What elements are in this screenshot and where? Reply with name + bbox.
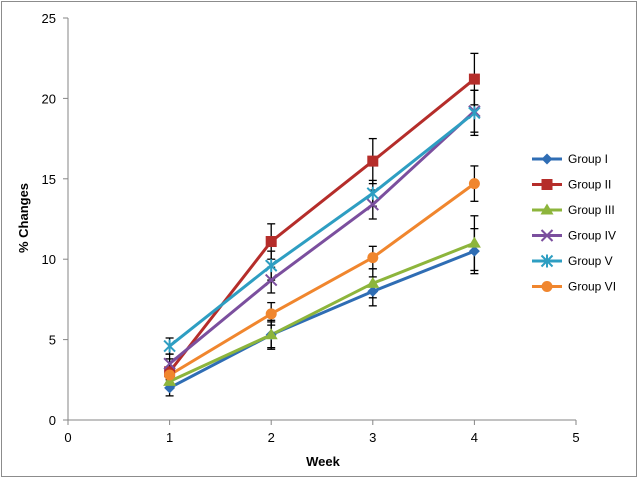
data-point xyxy=(164,369,176,381)
y-tick-label: 10 xyxy=(42,252,56,267)
legend-label: Group V xyxy=(568,254,613,268)
series-line-5 xyxy=(168,111,476,348)
series-line-6 xyxy=(168,182,476,377)
y-tick-label: 0 xyxy=(49,413,56,428)
legend: Group I Group II Group III Group IV Group V G… xyxy=(532,152,616,294)
data-point xyxy=(265,308,277,320)
data-point xyxy=(264,328,278,340)
legend-item: Group IV xyxy=(532,229,616,243)
legend-marker xyxy=(541,153,553,165)
data-point xyxy=(366,198,380,211)
legend-marker xyxy=(541,281,553,292)
legend-item: Group III xyxy=(532,203,615,217)
legend-marker xyxy=(540,229,554,242)
tick-labels: 0 5 10 15 20 25 0 1 2 3 4 5 xyxy=(42,11,580,445)
data-point xyxy=(264,259,278,273)
legend-marker xyxy=(541,179,553,190)
legend-label: Group II xyxy=(568,178,611,192)
data-point xyxy=(468,73,480,85)
x-axis-title: Week xyxy=(306,454,340,469)
series-lines xyxy=(168,77,476,390)
x-tick-label: 4 xyxy=(471,430,478,445)
data-point xyxy=(468,245,480,257)
y-tick-label: 15 xyxy=(42,172,56,187)
legend-item: Group II xyxy=(532,178,611,192)
legend-item: Group V xyxy=(532,254,613,268)
legend-label: Group I xyxy=(568,152,608,166)
y-axis-title: % Changes xyxy=(16,183,31,253)
legend-marker xyxy=(540,254,554,268)
series-line-4 xyxy=(168,110,476,365)
series-line-3 xyxy=(168,241,475,383)
y-tick-label: 20 xyxy=(42,91,56,106)
legend-label: Group III xyxy=(568,203,615,217)
data-point xyxy=(265,236,277,248)
legend-marker xyxy=(540,203,554,215)
y-tick-label: 5 xyxy=(49,333,56,348)
data-point xyxy=(367,252,379,264)
data-point xyxy=(366,186,380,200)
data-point xyxy=(367,285,379,297)
x-tick-label: 3 xyxy=(369,430,376,445)
legend-label: Group IV xyxy=(568,229,616,243)
x-tick-label: 2 xyxy=(268,430,275,445)
legend-label: Group VI xyxy=(568,280,616,294)
legend-item: Group VI xyxy=(532,280,616,294)
x-tick-label: 5 xyxy=(572,430,579,445)
data-point xyxy=(468,178,480,190)
x-tick-label: 1 xyxy=(166,430,173,445)
series-markers xyxy=(163,73,481,394)
data-point xyxy=(264,273,278,287)
data-point xyxy=(367,155,379,167)
error-bars xyxy=(165,52,479,397)
x-tick-label: 0 xyxy=(64,430,71,445)
data-point xyxy=(163,339,176,353)
axes xyxy=(63,17,577,425)
data-point xyxy=(366,276,380,288)
series-line-1 xyxy=(168,249,475,390)
data-point xyxy=(468,106,481,120)
data-point xyxy=(467,236,481,248)
data-point xyxy=(163,357,176,370)
legend-item: Group I xyxy=(532,152,608,166)
y-tick-label: 25 xyxy=(42,11,56,26)
